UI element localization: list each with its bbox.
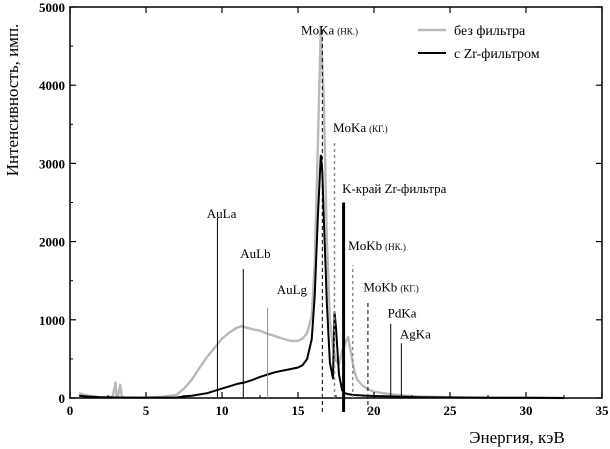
axes: 0 5 10 15 20 25 30 35 0 1000 2000 3000 4000 5000	[39, 0, 609, 418]
peak-label-sub: (НК.)	[385, 242, 406, 252]
y-tick-label: 3000	[39, 156, 65, 171]
peak-label-sub: (КГ.)	[400, 284, 418, 294]
y-tick-label: 5000	[39, 0, 65, 15]
y-axis-title: Интенсивность, имп.	[3, 24, 22, 177]
y-tick-label: 4000	[39, 78, 65, 93]
x-axis-title: Энергия, кэВ	[469, 428, 564, 447]
peak-label: MoKb (НК.)	[348, 238, 406, 253]
peak-label-sub: (НК.)	[337, 26, 358, 36]
peak-label: PdKa	[388, 305, 417, 320]
y-tick-label: 1000	[39, 313, 65, 328]
x-tick-label: 5	[143, 403, 150, 418]
peak-label: AuLg	[277, 282, 308, 297]
x-tick-label: 25	[444, 403, 458, 418]
legend: без фильтра с Zr-фильтром	[418, 24, 540, 62]
peak-label-sub: (КГ.)	[369, 124, 387, 134]
peak-markers: AuLa AuLb AuLg MoKa (НК.) MoKa (КГ.) K-край Zr-…	[207, 22, 447, 412]
y-tick-label: 0	[59, 391, 66, 406]
peak-label: K-край Zr-фильтра	[342, 181, 446, 196]
legend-label-zr-filter: с Zr-фильтром	[454, 47, 540, 62]
peak-label: AgKa	[400, 327, 431, 342]
series-line-zr-filter	[78, 154, 565, 399]
peak-label: MoKb (КГ.)	[363, 280, 418, 295]
series-line-no-filter	[78, 25, 565, 400]
plot-area	[78, 25, 565, 400]
legend-label-no-filter: без фильтра	[454, 24, 526, 39]
y-tick-label: 2000	[39, 235, 65, 250]
x-tick-label: 20	[368, 403, 381, 418]
x-tick-label: 10	[216, 403, 229, 418]
peak-label: MoKa (КГ.)	[333, 120, 388, 135]
peak-label: MoKa (НК.)	[301, 22, 358, 37]
x-tick-label: 35	[596, 403, 610, 418]
x-tick-label: 15	[292, 403, 306, 418]
peak-label: AuLa	[207, 206, 237, 221]
peak-label: AuLb	[240, 246, 270, 261]
x-tick-label: 0	[67, 403, 74, 418]
x-tick-label: 30	[520, 403, 533, 418]
